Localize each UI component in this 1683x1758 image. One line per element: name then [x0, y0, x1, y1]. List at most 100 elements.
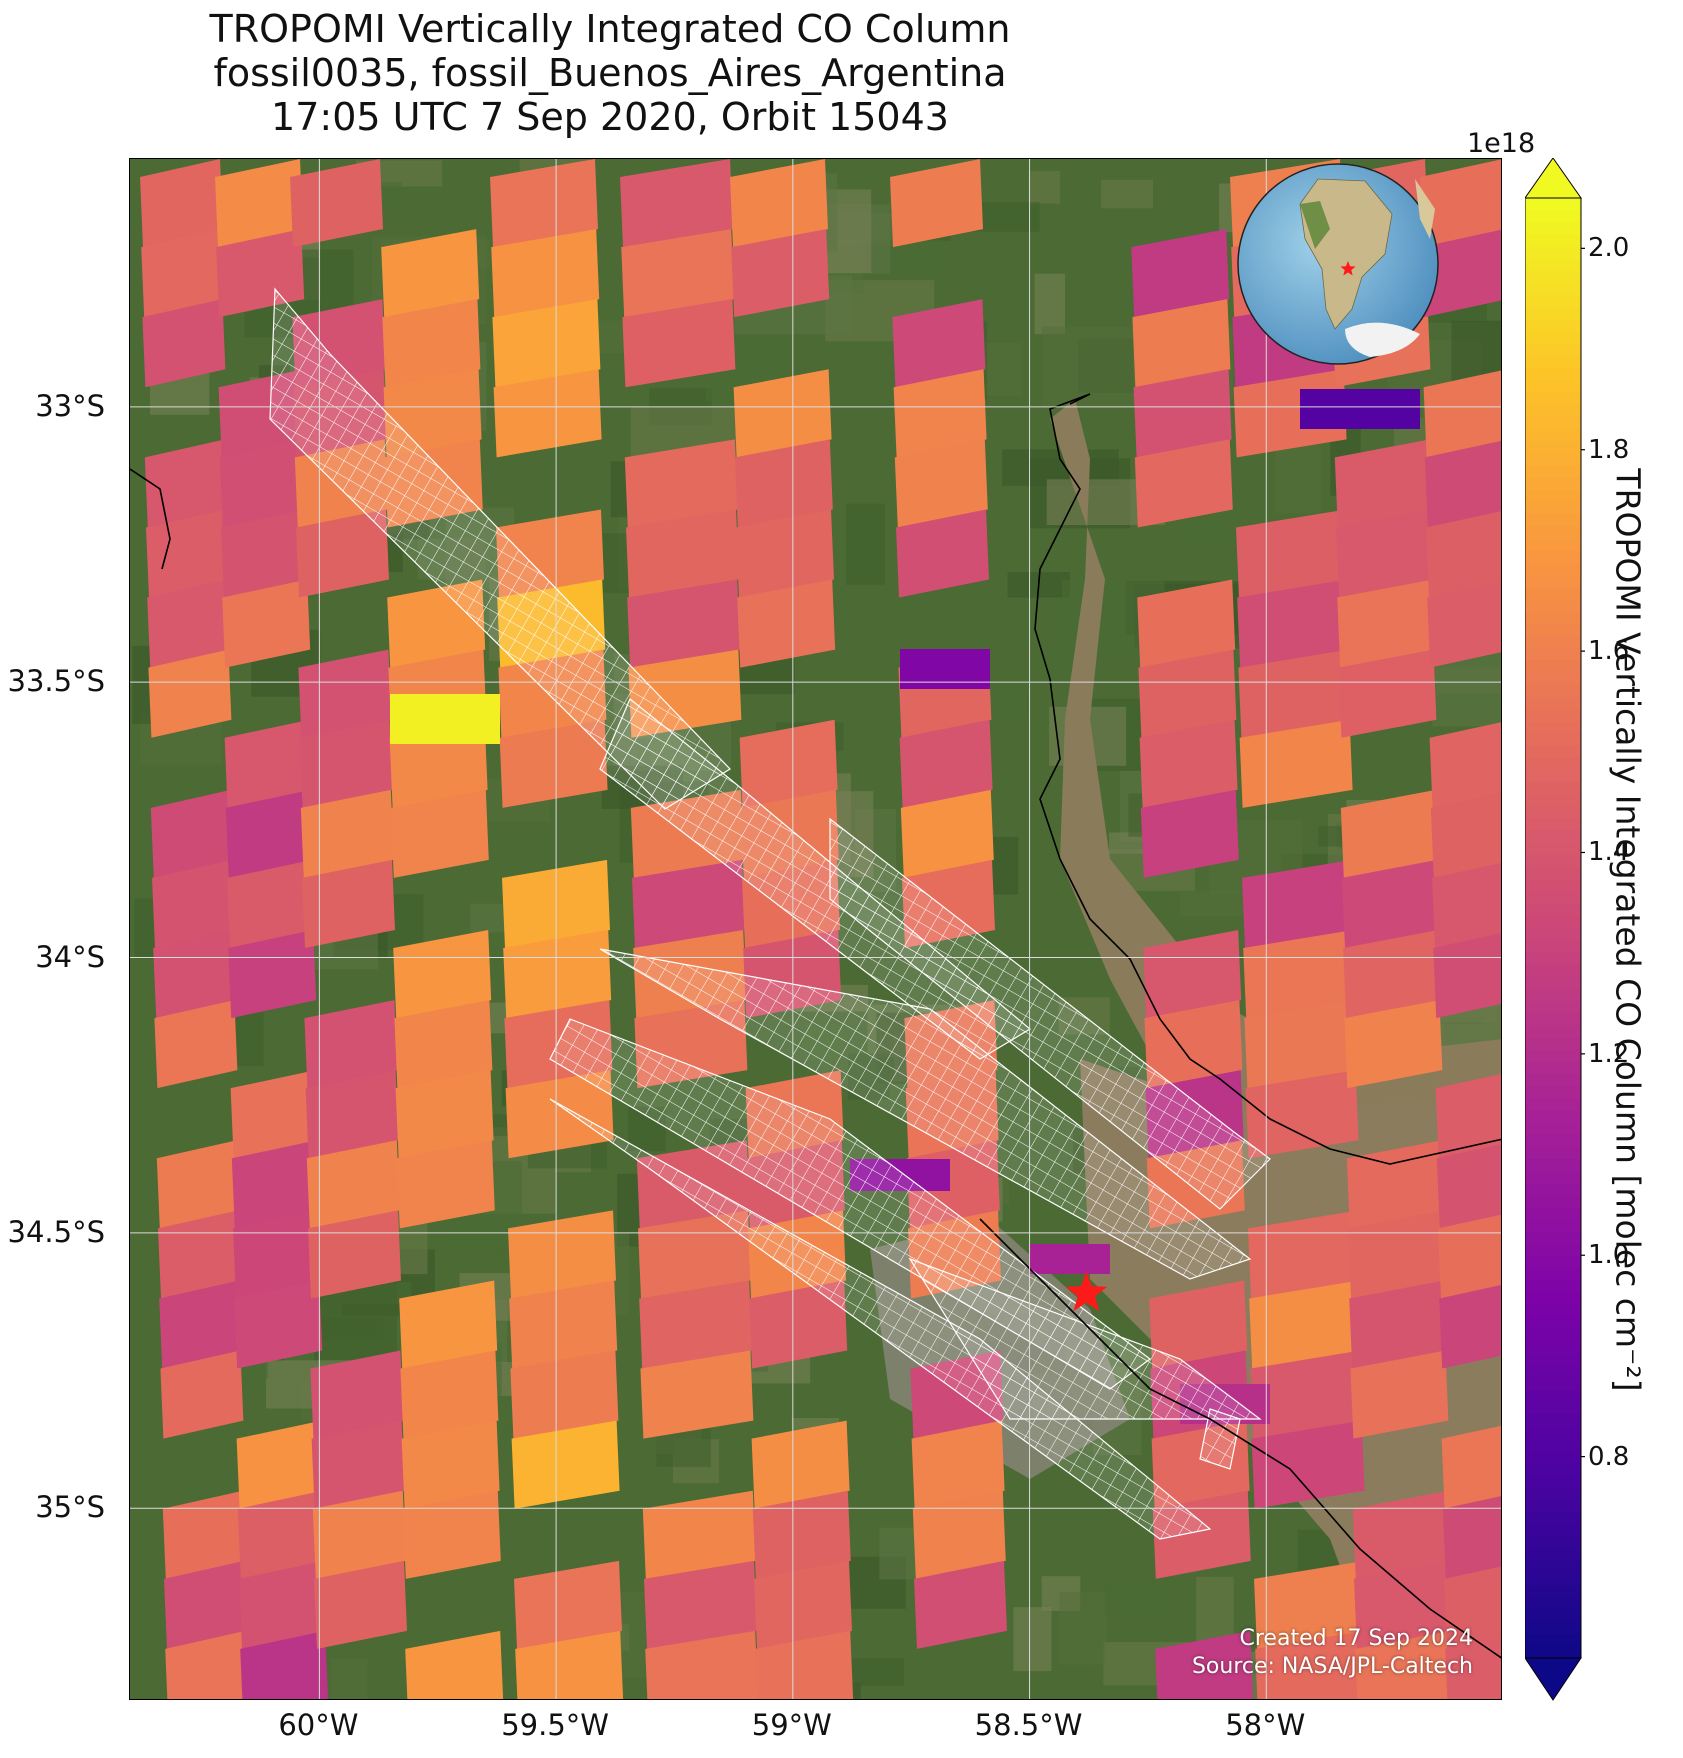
co-pixel: [632, 859, 745, 948]
colorbar-segment: [1525, 1597, 1581, 1611]
credits-block: Created 17 Sep 2024 Source: NASA/JPL-Cal…: [1192, 1625, 1473, 1681]
colorbar-segment: [1525, 1147, 1581, 1161]
co-pixel: [390, 694, 500, 744]
colorbar-segment: [1525, 283, 1581, 297]
co-pixel: [1424, 440, 1501, 528]
co-pixel: [639, 1280, 753, 1369]
target-overlay-swaths: [269, 287, 1271, 1540]
colorbar-outline: [1525, 197, 1582, 1659]
colorbar-segment: [1525, 611, 1581, 625]
colorbar-tick-label: 2.0: [1588, 233, 1630, 264]
co-pixel: [381, 229, 480, 318]
colorbar-segment: [1525, 1645, 1581, 1659]
co-pixel: [304, 1000, 398, 1089]
colorbar-segment: [1525, 830, 1581, 844]
colorbar-segment: [1525, 1548, 1581, 1562]
co-pixel: [237, 1490, 326, 1579]
co-pixel: [1336, 509, 1434, 598]
co-pixel: [1435, 1073, 1501, 1159]
co-pixel: [1432, 862, 1501, 948]
co-pixel: [1239, 719, 1353, 808]
colorbar-segment: [1525, 1293, 1581, 1307]
co-pixel: [306, 1140, 400, 1229]
co-pixel: [893, 369, 987, 458]
colorbar-segment: [1525, 1341, 1581, 1355]
co-pixel: [749, 1280, 848, 1369]
colorbar-segment: [1525, 1195, 1581, 1209]
colorbar-segment: [1525, 538, 1581, 552]
colorbar-segment: [1525, 1439, 1581, 1453]
colorbar-segment: [1525, 782, 1581, 796]
co-pixel: [1249, 1280, 1363, 1369]
co-pixel: [1138, 649, 1237, 738]
co-pixel: [1155, 1630, 1254, 1699]
co-pixel: [227, 859, 315, 948]
colorbar-segment: [1525, 879, 1581, 893]
colorbar-segment: [1525, 1171, 1581, 1185]
co-pixel: [160, 1350, 244, 1439]
co-pixel: [219, 439, 308, 528]
co-pixel: [509, 1280, 618, 1369]
co-pixel: [239, 1560, 327, 1649]
co-pixel: [751, 1420, 850, 1509]
colorbar-segment: [1525, 891, 1581, 905]
co-pixel: [1426, 511, 1501, 598]
co-pixel: [621, 229, 735, 318]
colorbar-segment: [1525, 1049, 1581, 1063]
colorbar-segment: [1525, 1499, 1581, 1513]
co-pixel: [1338, 649, 1437, 738]
colorbar-tick-label: 0.8: [1588, 1441, 1630, 1472]
colorbar-segment: [1525, 696, 1581, 710]
co-pixel: [156, 1140, 240, 1229]
co-pixel: [225, 789, 314, 878]
globe-antarctica: [1345, 322, 1420, 357]
title-line-3: 17:05 UTC 7 Sep 2020, Orbit 15043: [271, 95, 949, 139]
co-pixel: [1355, 1630, 1454, 1699]
colorbar-segment: [1525, 319, 1581, 333]
colorbar-segment: [1525, 1487, 1581, 1501]
lon-tick-label: 58.5°W: [974, 1708, 1083, 1742]
tropomi-pixels: [140, 159, 1501, 1699]
co-pixel: [736, 509, 834, 598]
lon-tick-label: 59°W: [751, 1708, 832, 1742]
lat-tick-label: 33°S: [35, 388, 105, 423]
colorbar-segment: [1525, 222, 1581, 236]
co-pixel: [302, 859, 395, 948]
colorbar-segment: [1525, 380, 1581, 394]
colorbar-segment: [1525, 867, 1581, 881]
co-pixel: [1441, 1425, 1501, 1509]
co-pixel: [393, 930, 492, 1019]
colorbar-segment: [1525, 988, 1581, 1002]
colorbar-segment: [1525, 1378, 1581, 1392]
co-pixel: [912, 1490, 1006, 1579]
colorbar-segment: [1525, 1512, 1581, 1526]
colorbar-segment: [1525, 331, 1581, 345]
co-pixel: [216, 229, 305, 318]
co-pixel: [493, 369, 602, 458]
target-star-marker: [1065, 1271, 1108, 1312]
co-pixel: [914, 1560, 1007, 1649]
colorbar-segment: [1525, 563, 1581, 577]
co-pixel: [731, 229, 830, 318]
co-pixel: [162, 1490, 246, 1579]
co-pixel: [1131, 229, 1230, 318]
co-pixel: [1243, 930, 1357, 1019]
colorbar-segment: [1525, 1268, 1581, 1282]
co-pixel: [503, 930, 612, 1019]
colorbar-segment: [1525, 1633, 1581, 1647]
co-pixel: [1334, 439, 1433, 528]
colorbar-segment: [1525, 307, 1581, 321]
colorbar-segment: [1525, 368, 1581, 382]
field-patch: [1275, 438, 1321, 514]
co-pixel: [734, 439, 833, 528]
co-pixel: [1140, 789, 1239, 878]
colorbar-segment: [1525, 429, 1581, 443]
co-pixel: [492, 299, 601, 388]
colorbar-segment: [1525, 952, 1581, 966]
colorbar-segment: [1525, 660, 1581, 674]
colorbar-segment: [1525, 392, 1581, 406]
colorbar-segment: [1525, 1329, 1581, 1343]
co-pixel: [896, 509, 989, 598]
colorbar-segment: [1525, 1207, 1581, 1221]
colorbar-segment: [1525, 1366, 1581, 1380]
